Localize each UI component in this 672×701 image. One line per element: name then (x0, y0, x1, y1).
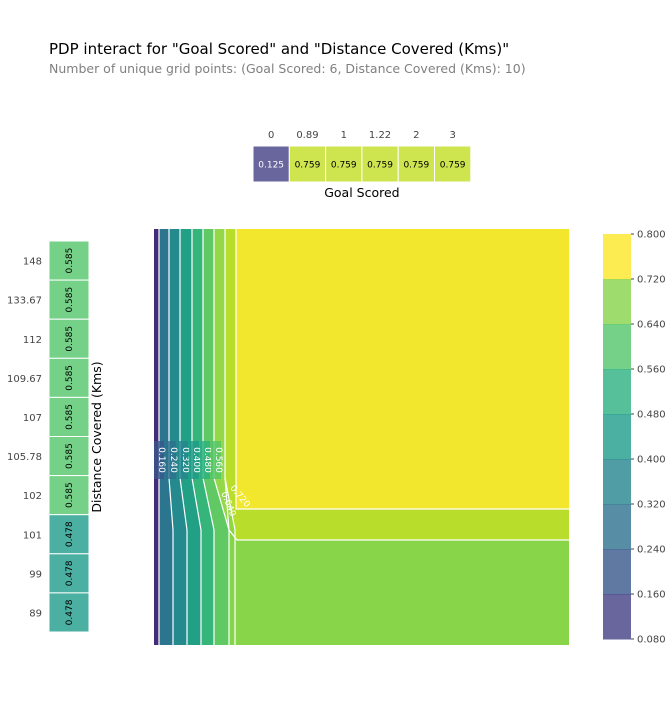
contour-label-background (178, 441, 188, 479)
contour-label-background (200, 441, 210, 479)
chart-subtitle: Number of unique grid points: (Goal Scor… (49, 61, 526, 76)
distance-covered-value-label: 0.478 (65, 560, 75, 586)
distance-covered-value-label: 0.585 (65, 326, 75, 352)
distance-covered-tick-label: 99 (29, 569, 42, 580)
distance-covered-tick-label: 89 (29, 608, 42, 619)
contour-line-label: 0.160 (156, 447, 166, 473)
goal-scored-cell (434, 145, 472, 183)
distance-covered-cell (48, 592, 90, 633)
goal-scored-tick-label: 0 (268, 130, 274, 141)
colorbar-band (603, 459, 631, 505)
colorbar-tick-label: 0.560 (637, 365, 666, 376)
contour-band (154, 229, 159, 645)
distance-covered-strip: 0.585 148 0.585 133.67 0.585 112 0.585 109.67 0.… (7, 240, 104, 633)
goal-scored-tick-label: 1 (341, 130, 347, 141)
distance-covered-value-label: 0.585 (65, 248, 75, 274)
colorbar-tick-label: 0.320 (637, 500, 666, 511)
contour-line (179, 229, 188, 645)
contour-line (168, 229, 174, 645)
distance-covered-cell (48, 396, 90, 437)
contour-label-background (154, 441, 164, 479)
distance-covered-value-label: 0.585 (65, 365, 75, 391)
distance-covered-value-label: 0.585 (65, 443, 75, 469)
goal-scored-value-label: 0.759 (295, 161, 321, 171)
colorbar-band (603, 324, 631, 370)
distance-covered-value-label: 0.478 (65, 521, 75, 547)
contour-line-label: 0.480 (202, 447, 212, 473)
distance-covered-tick-label: 101 (23, 530, 42, 541)
colorbar-tick-label: 0.240 (637, 545, 666, 556)
colorbar-band (603, 369, 631, 415)
distance-covered-cell (48, 514, 90, 555)
colorbar-band (603, 594, 631, 640)
contour-line-label: 0.320 (180, 447, 190, 473)
goal-scored-strip: 0.125 0 0.759 0.89 0.759 1 0.759 1.22 0.759 2 0.75… (252, 130, 472, 200)
colorbar-band (603, 549, 631, 595)
goal-scored-tick-label: 1.22 (369, 130, 391, 141)
goal-scored-value-label: 0.759 (331, 161, 357, 171)
contour-label-background (211, 441, 221, 479)
colorbar: 0.800 0.720 0.640 0.560 0.480 0.400 0.320 0.240… (603, 230, 666, 646)
goal-scored-value-label: 0.759 (367, 161, 393, 171)
goal-scored-tick-label: 2 (413, 130, 419, 141)
colorbar-tick-label: 0.400 (637, 455, 666, 466)
distance-covered-value-label: 0.585 (65, 287, 75, 313)
distance-covered-tick-label: 105.78 (7, 452, 42, 463)
colorbar-band (603, 279, 631, 325)
distance-covered-tick-label: 107 (23, 413, 42, 424)
contour-line (224, 229, 236, 645)
contour-line-label: 0.400 (191, 447, 201, 473)
contour-line (235, 229, 569, 510)
goal-scored-value-label: 0.125 (258, 161, 284, 171)
contour-line (191, 229, 202, 645)
colorbar-band (603, 234, 631, 280)
distance-covered-cell (48, 436, 90, 477)
contour-line-label: 0.240 (168, 447, 178, 473)
goal-scored-value-label: 0.759 (403, 161, 429, 171)
colorbar-tick-label: 0.720 (637, 275, 666, 286)
distance-covered-tick-label: 112 (23, 335, 42, 346)
goal-scored-axis-label: Goal Scored (324, 185, 399, 200)
distance-covered-tick-label: 133.67 (7, 296, 42, 307)
contour-label-background (166, 441, 176, 479)
distance-covered-tick-label: 102 (23, 491, 42, 502)
contour-label-background (189, 441, 199, 479)
distance-covered-tick-label: 148 (23, 257, 42, 268)
goal-scored-cell (361, 145, 399, 183)
colorbar-tick-label: 0.080 (637, 635, 666, 646)
contour-band (229, 530, 569, 645)
contour-band (236, 229, 569, 509)
colorbar-tick-label: 0.800 (637, 230, 666, 241)
distance-covered-value-label: 0.478 (65, 599, 75, 625)
contour-line (224, 477, 569, 541)
goal-scored-cell (252, 145, 290, 183)
contour-line (202, 229, 215, 645)
contour-line (213, 229, 230, 645)
goal-scored-cell (325, 145, 363, 183)
goal-scored-tick-label: 3 (449, 130, 455, 141)
colorbar-band (603, 414, 631, 460)
goal-scored-value-label: 0.759 (440, 161, 466, 171)
colorbar-tick-label: 0.160 (637, 590, 666, 601)
goal-scored-cell (397, 145, 436, 183)
distance-covered-cell (48, 318, 90, 359)
colorbar-tick-label: 0.640 (637, 320, 666, 331)
distance-covered-tick-label: 109.67 (7, 374, 42, 385)
distance-covered-value-label: 0.585 (65, 482, 75, 508)
contour-line-label: 0.560 (213, 447, 223, 473)
distance-covered-axis-label: Distance Covered (Kms) (89, 361, 104, 512)
distance-covered-value-label: 0.585 (65, 404, 75, 430)
colorbar-band (603, 504, 631, 550)
chart-title: PDP interact for "Goal Scored" and "Dist… (49, 40, 510, 58)
goal-scored-tick-label: 0.89 (296, 130, 318, 141)
colorbar-tick-label: 0.480 (637, 410, 666, 421)
